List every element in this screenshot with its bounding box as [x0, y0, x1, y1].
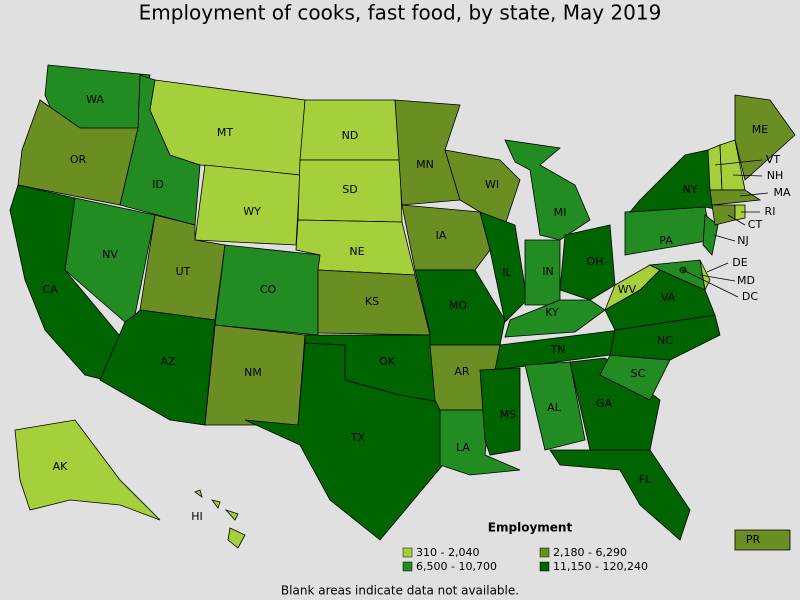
state-label: AR [454, 365, 470, 378]
state [624, 206, 713, 256]
state-label: ND [342, 129, 359, 142]
leader-line [739, 192, 769, 197]
state-label: ID [152, 178, 164, 191]
states [9, 64, 796, 551]
state-label: NY [683, 183, 698, 196]
state [194, 489, 203, 498]
state-label: MD [737, 274, 755, 287]
state-label: VA [661, 291, 676, 304]
state [734, 529, 791, 551]
state-label: NE [349, 245, 364, 258]
state-label: NV [102, 248, 118, 261]
state-label: MA [773, 186, 790, 199]
state-label: FL [639, 473, 652, 486]
state [711, 204, 736, 226]
state-label: WY [243, 205, 261, 218]
state-label: WV [618, 283, 637, 296]
legend-swatch [402, 561, 413, 572]
state [401, 204, 491, 271]
state-label: IL [502, 266, 512, 279]
leader-line [714, 159, 763, 166]
state-label: MO [449, 299, 467, 312]
state-label: SC [631, 367, 646, 380]
note: Blank areas indicate data not available. [281, 584, 519, 598]
state [734, 94, 796, 181]
state-label: KS [365, 295, 379, 308]
state-label: OR [70, 153, 87, 166]
leader-line [713, 234, 736, 242]
state-label: SD [342, 183, 357, 196]
map-title: Employment of cooks, fast food, by state… [139, 1, 662, 25]
leader-line [682, 269, 739, 298]
state-label: VT [766, 153, 781, 166]
state-label: CO [260, 283, 277, 296]
state-label: GA [596, 397, 613, 410]
state-label: DC [742, 290, 758, 303]
state-label: AL [547, 401, 562, 414]
legend-swatch [539, 561, 550, 572]
state-label: TX [350, 431, 366, 444]
legend-label: 310 - 2,040 [416, 546, 479, 559]
legend-title: Employment [488, 521, 573, 535]
state [14, 419, 161, 521]
state-label: TN [550, 343, 566, 356]
state-label: DE [732, 256, 747, 269]
legend-swatch [539, 547, 550, 558]
state [709, 189, 762, 206]
legend-label: 11,150 - 120,240 [553, 560, 648, 573]
state [524, 361, 586, 451]
state-labels: WA OR CA NV ID MT WY UT CO AZ NM ND SD NE KS TX OK MN IA MO… [42, 93, 791, 546]
state-label: NH [767, 169, 784, 182]
state [569, 357, 661, 451]
leader-line [732, 174, 763, 177]
state-label: NC [657, 334, 673, 347]
state-label: OH [587, 255, 604, 268]
state-label: PR [746, 533, 761, 546]
state-label: WA [86, 93, 104, 106]
state-label: NJ [737, 234, 748, 247]
state-label: AZ [160, 355, 176, 368]
state-label: HI [191, 510, 203, 523]
leader-line [727, 214, 746, 226]
state-label: NM [244, 366, 262, 379]
state [479, 367, 521, 456]
state-label: AK [53, 460, 69, 473]
state-label: PA [659, 234, 673, 247]
state [702, 214, 719, 256]
state [479, 211, 528, 323]
state-label: RI [765, 205, 776, 218]
state-label: ME [752, 123, 768, 136]
state-label: MI [554, 206, 567, 219]
state [549, 449, 691, 541]
leader-line [699, 274, 736, 282]
legend: 310 - 2,040 2,180 - 6,290 6,500 - 10,700 11… [402, 546, 648, 573]
state [699, 259, 711, 292]
state-label: IA [436, 229, 447, 242]
state [734, 204, 746, 221]
state-label: MT [217, 126, 233, 139]
state-label: KY [545, 306, 559, 319]
state [99, 309, 216, 426]
state-label: LA [456, 441, 470, 454]
state-label: IN [542, 265, 553, 278]
state [224, 509, 239, 521]
legend-label: 2,180 - 6,290 [553, 546, 627, 559]
state-label: OK [379, 355, 396, 368]
legend-label: 6,500 - 10,700 [416, 560, 497, 573]
state-label: MN [416, 158, 434, 171]
state [559, 224, 616, 301]
state-label: MS [500, 408, 516, 421]
state-label: UT [176, 265, 191, 278]
state-label: CT [748, 218, 763, 231]
leader-line [706, 262, 729, 273]
state-label: WI [485, 178, 499, 191]
state [504, 139, 591, 241]
legend-swatch [402, 547, 413, 558]
state [211, 499, 221, 509]
state-label: CA [42, 283, 58, 296]
state [629, 149, 721, 213]
state [227, 527, 246, 549]
